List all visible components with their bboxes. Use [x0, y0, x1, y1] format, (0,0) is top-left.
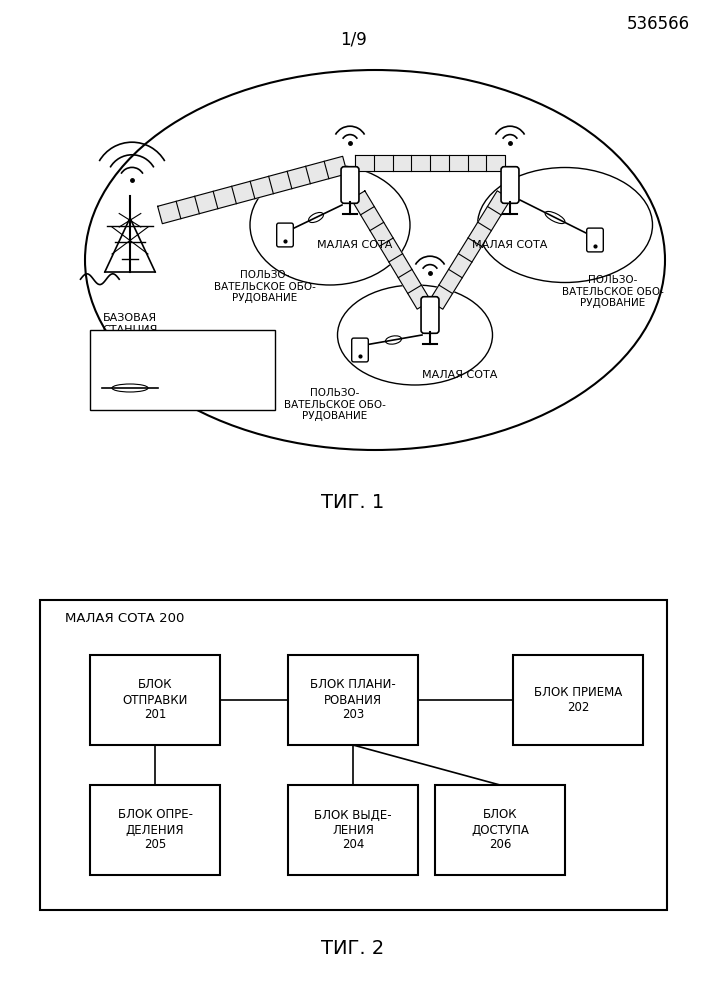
Bar — [40, 600, 667, 910]
Text: ПОЛЬЗО-
ВАТЕЛЬСКОЕ ОБО-
РУДОВАНИЕ: ПОЛЬЗО- ВАТЕЛЬСКОЕ ОБО- РУДОВАНИЕ — [562, 275, 664, 308]
Bar — [288, 785, 418, 875]
Text: МАЛАЯ СОТА: МАЛАЯ СОТА — [472, 240, 548, 250]
Text: ΤИГ. 2: ΤИГ. 2 — [322, 938, 385, 958]
Text: БЛОК
ДОСТУПА
206: БЛОК ДОСТУПА 206 — [471, 808, 529, 852]
Bar — [90, 330, 275, 410]
Bar — [435, 785, 565, 875]
FancyBboxPatch shape — [421, 297, 439, 333]
Text: БЛОК ВЫДЕ-
ЛЕНИЯ
204: БЛОК ВЫДЕ- ЛЕНИЯ 204 — [314, 808, 392, 852]
FancyBboxPatch shape — [587, 228, 603, 252]
Text: ЛИНИЯ ДОСТУПА: ЛИНИЯ ДОСТУПА — [165, 383, 258, 393]
Text: 536566: 536566 — [627, 15, 690, 33]
Bar — [90, 785, 220, 875]
Text: 1/9: 1/9 — [339, 30, 366, 48]
Polygon shape — [355, 155, 505, 171]
Text: МАЛАЯ СОТА: МАЛАЯ СОТА — [317, 240, 392, 250]
Text: БЛОК ПЛАНИ-
РОВАНИЯ
203: БЛОК ПЛАНИ- РОВАНИЯ 203 — [310, 678, 396, 722]
Bar — [513, 655, 643, 745]
Text: ТРАНЗИТНАЯ ЛИНИЯ: ТРАНЗИТНАЯ ЛИНИЯ — [165, 348, 276, 358]
Text: БАЗОВАЯ
СТАНЦИЯ: БАЗОВАЯ СТАНЦИЯ — [103, 313, 158, 335]
Polygon shape — [351, 191, 431, 309]
Text: МАЛАЯ СОТА: МАЛАЯ СОТА — [422, 370, 498, 380]
Bar — [90, 655, 220, 745]
Text: БЛОК ПРИЕМА
202: БЛОК ПРИЕМА 202 — [534, 686, 622, 714]
Text: ПОЛЬЗО-
ВАТЕЛЬСКОЕ ОБО-
РУДОВАНИЕ: ПОЛЬЗО- ВАТЕЛЬСКОЕ ОБО- РУДОВАНИЕ — [214, 270, 316, 303]
FancyBboxPatch shape — [501, 167, 519, 203]
Text: ПОЛЬЗО-
ВАТЕЛЬСКОЕ ОБО-
РУДОВАНИЕ: ПОЛЬЗО- ВАТЕЛЬСКОЕ ОБО- РУДОВАНИЕ — [284, 388, 386, 421]
Text: ΤИГ. 1: ΤИГ. 1 — [322, 492, 385, 512]
Polygon shape — [429, 191, 510, 309]
Bar — [288, 655, 418, 745]
Text: БЛОК ОПРЕ-
ДЕЛЕНИЯ
205: БЛОК ОПРЕ- ДЕЛЕНИЯ 205 — [117, 808, 192, 852]
FancyBboxPatch shape — [351, 338, 368, 362]
Text: БЛОК
ОТПРАВКИ
201: БЛОК ОТПРАВКИ 201 — [122, 678, 187, 722]
Polygon shape — [158, 156, 347, 224]
Text: МАЛАЯ СОТА 200: МАЛАЯ СОТА 200 — [65, 612, 185, 625]
FancyBboxPatch shape — [276, 223, 293, 247]
Polygon shape — [102, 347, 158, 359]
FancyBboxPatch shape — [341, 167, 359, 203]
